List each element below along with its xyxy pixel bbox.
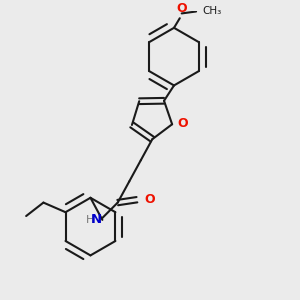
Text: N: N (91, 213, 102, 226)
Text: O: O (177, 117, 188, 130)
Text: CH₃: CH₃ (203, 5, 222, 16)
Text: O: O (145, 193, 155, 206)
Text: H: H (86, 215, 95, 225)
Text: O: O (176, 2, 187, 15)
